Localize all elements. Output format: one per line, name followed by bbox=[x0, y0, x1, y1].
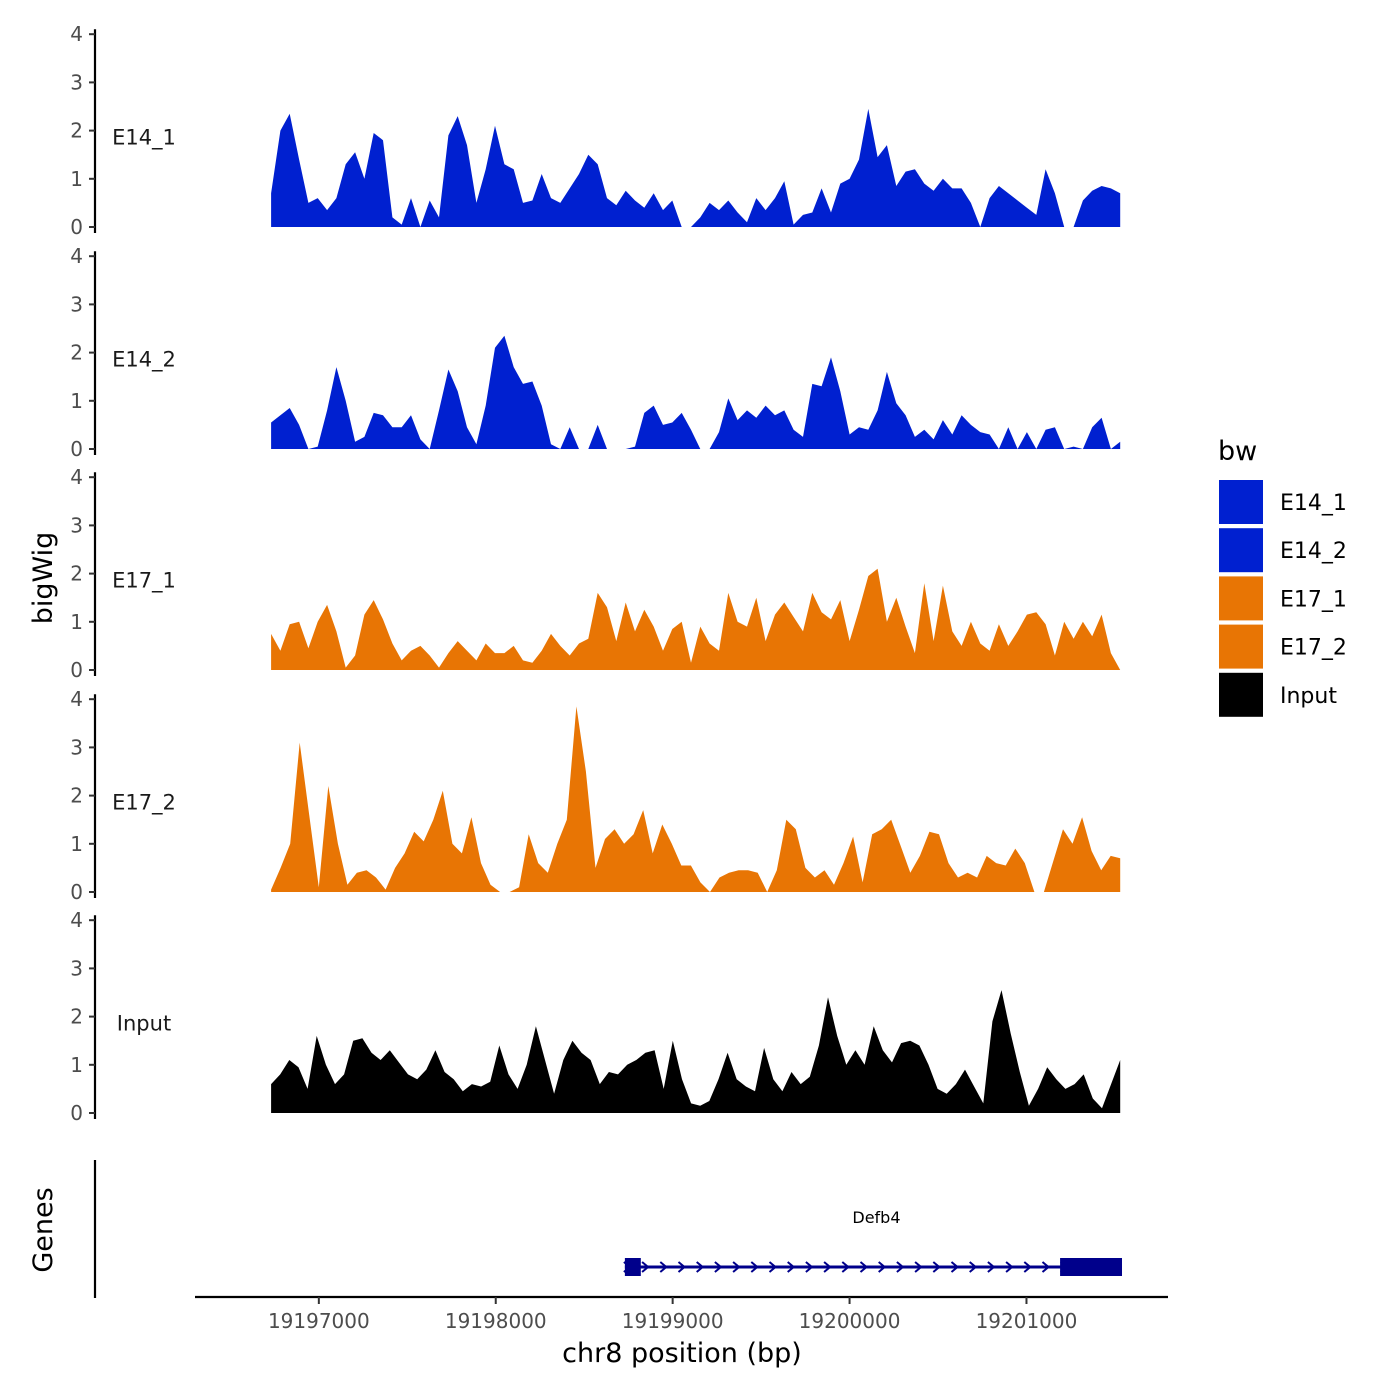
x-tick-label: 19198000 bbox=[445, 1309, 547, 1333]
y-tick-label: 1 bbox=[70, 389, 83, 413]
y-tick-label: 3 bbox=[70, 735, 83, 759]
legend-swatch-input bbox=[1219, 672, 1263, 717]
y-tick-label: 0 bbox=[70, 437, 83, 461]
strand-arrow bbox=[896, 1261, 905, 1273]
y-tick-label: 4 bbox=[70, 908, 83, 932]
strand-arrow bbox=[641, 1261, 650, 1273]
y-tick-label: 2 bbox=[70, 784, 83, 808]
signal-area-e14-1 bbox=[271, 108, 1121, 227]
gene-panel: Defb4 bbox=[93, 1160, 1123, 1298]
strand-arrow bbox=[787, 1261, 796, 1273]
strand-arrow bbox=[677, 1261, 687, 1273]
strand-arrow bbox=[841, 1261, 850, 1273]
track-label: E14_1 bbox=[112, 126, 176, 151]
strand-arrow bbox=[1041, 1261, 1051, 1273]
strand-arrow bbox=[805, 1261, 814, 1273]
y-tick-label: 1 bbox=[70, 1053, 83, 1077]
strand-arrow bbox=[714, 1261, 723, 1273]
strand-arrow bbox=[750, 1261, 759, 1273]
legend-swatch-e17-1 bbox=[1219, 576, 1263, 621]
track-label: Input bbox=[117, 1012, 171, 1036]
strand-arrow bbox=[914, 1261, 923, 1273]
y-tick-label: 1 bbox=[70, 167, 83, 191]
x-tick-label: 19197000 bbox=[268, 1309, 370, 1333]
track-e14-1: 0 1 2 3 4 E14_1 bbox=[70, 22, 1121, 239]
legend-title: bw bbox=[1218, 436, 1257, 467]
y-tick-label: 3 bbox=[70, 956, 83, 980]
legend-swatch-e14-1 bbox=[1219, 480, 1263, 524]
x-tick-label: 19200000 bbox=[799, 1309, 901, 1333]
y-tick-label: 0 bbox=[70, 658, 83, 682]
track-e17-1: 0 1 2 3 4 E17_1 bbox=[70, 465, 1121, 682]
y-tick-label: 3 bbox=[70, 292, 83, 316]
gene-name-label: Defb4 bbox=[852, 1208, 900, 1227]
legend-swatch-e17-2 bbox=[1219, 624, 1263, 669]
strand-arrow bbox=[859, 1261, 869, 1273]
strand-arrow bbox=[1023, 1261, 1032, 1273]
y-tick-label: 4 bbox=[70, 22, 83, 46]
y-tick-label: 4 bbox=[70, 244, 83, 268]
signal-tracks: 0 1 2 3 4 E14_1 0 1 2 3 4 E14_2 0 1 2 3 4 E17_1 0 1 2 3 4 E17_2… bbox=[70, 22, 1121, 1125]
x-tick-label: 19201000 bbox=[976, 1309, 1078, 1333]
legend-label-e14-1: E14_1 bbox=[1280, 491, 1347, 516]
strand-arrow bbox=[969, 1261, 978, 1273]
strand-arrow bbox=[1005, 1261, 1014, 1273]
y-tick-label: 2 bbox=[70, 562, 83, 586]
signal-area-e14-2 bbox=[271, 335, 1121, 449]
legend-label-input: Input bbox=[1280, 684, 1337, 709]
y-tick-label: 3 bbox=[70, 513, 83, 537]
y-tick-label: 0 bbox=[70, 880, 83, 904]
strand-arrow bbox=[823, 1261, 832, 1273]
y-tick-label: 2 bbox=[70, 119, 83, 143]
y-tick-label: 4 bbox=[70, 687, 83, 711]
legend: bw E14_1 E14_2 E17_1 E17_2 Input bbox=[1218, 436, 1347, 717]
y-tick-label: 0 bbox=[70, 215, 83, 239]
y-tick-label: 0 bbox=[70, 1101, 83, 1125]
strand-arrow bbox=[696, 1261, 705, 1273]
strand-arrow bbox=[987, 1261, 996, 1273]
x-tick-label: 19199000 bbox=[622, 1309, 724, 1333]
strand-arrow bbox=[659, 1261, 668, 1273]
y-tick-label: 2 bbox=[70, 341, 83, 365]
signal-area-e17-2 bbox=[271, 706, 1121, 892]
strand-arrow bbox=[732, 1261, 741, 1273]
signal-area-input bbox=[271, 990, 1121, 1113]
legend-label-e17-1: E17_1 bbox=[1280, 587, 1347, 612]
strand-arrow bbox=[932, 1261, 941, 1273]
y-tick-label: 1 bbox=[70, 832, 83, 856]
y-tick-label: 2 bbox=[70, 1005, 83, 1029]
track-label: E17_2 bbox=[112, 791, 176, 816]
y-tick-label: 1 bbox=[70, 610, 83, 634]
track-label: E14_2 bbox=[112, 348, 176, 373]
strand-arrow bbox=[950, 1261, 960, 1273]
y-tick-label: 4 bbox=[70, 465, 83, 489]
track-input: 0 1 2 3 4 Input bbox=[70, 908, 1121, 1125]
signal-area-e17-1 bbox=[271, 568, 1121, 670]
legend-label-e14-2: E14_2 bbox=[1280, 539, 1347, 564]
track-e17-2: 0 1 2 3 4 E17_2 bbox=[70, 687, 1121, 904]
strand-arrow bbox=[768, 1261, 778, 1273]
strand-arrow bbox=[878, 1261, 887, 1273]
track-e14-2: 0 1 2 3 4 E14_2 bbox=[70, 244, 1121, 461]
x-axis-title: chr8 position (bp) bbox=[562, 1338, 802, 1369]
gene-exon-1 bbox=[624, 1258, 641, 1276]
gene-exon-2 bbox=[1060, 1258, 1123, 1276]
gene-panel-title: Genes bbox=[28, 1187, 59, 1272]
legend-swatch-e14-2 bbox=[1219, 528, 1263, 573]
track-label: E17_1 bbox=[112, 569, 176, 594]
y-axis-title: bigWig bbox=[28, 532, 59, 625]
legend-label-e17-2: E17_2 bbox=[1280, 636, 1347, 661]
x-axis: 19197000 19198000 19199000 19200000 19201000 bbox=[195, 1295, 1168, 1333]
y-tick-label: 3 bbox=[70, 70, 83, 94]
